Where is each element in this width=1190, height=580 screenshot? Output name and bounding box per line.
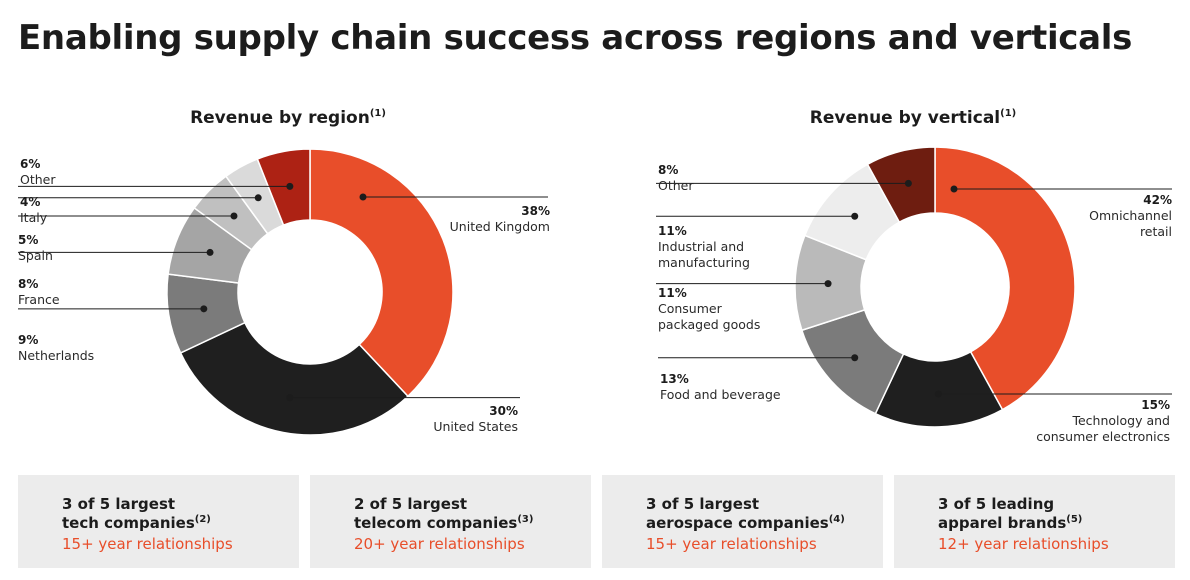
vertical-chart: Revenue by vertical(1) 42%Omnichannelret… [656,108,1172,444]
leader-dot [934,390,942,398]
slice-value-label: 42% [1143,193,1172,207]
leader-dot [206,248,214,256]
region-labels: 38%United Kingdom 30%United States 9%Nethe… [18,157,550,434]
slice-other [866,146,936,224]
card-line2: aerospace companies [646,514,829,532]
card-line1: 3 of 5 largest [646,495,760,513]
region-chart-title-text: Revenue by region [190,108,370,128]
client-card-aerospace: 3 of 5 largest aerospace companies(4) 15… [602,475,883,568]
slice-category-label: consumer electronics [1036,429,1170,444]
card-line2: tech companies [62,514,195,532]
vertical-slices [794,146,1076,428]
slice-value-label: 11% [658,286,687,300]
slice-category-label: United Kingdom [450,219,550,234]
card-relationship: 20+ year relationships [354,535,525,553]
slice-value-label: 13% [660,372,689,386]
client-card-tech: 3 of 5 largest tech companies(2) 15+ yea… [18,475,299,568]
client-card-heading: 2 of 5 largest telecom companies(3) [354,495,533,533]
region-chart-title-note: (1) [370,108,386,119]
slice-value-label: 15% [1141,398,1170,412]
leader-dot [359,193,367,201]
slice-category-label: Other [20,172,56,187]
slice-category-label: France [18,292,60,307]
card-note: (2) [194,514,211,525]
slice-category-label: Omnichannel [1089,208,1172,223]
slice-value-label: 38% [521,204,550,218]
leader-dot [286,394,294,402]
slice-value-label: 8% [18,277,38,291]
slice-category-label: manufacturing [658,255,750,270]
slice-category-label: Italy [20,210,48,225]
slice-value-label: 6% [20,157,40,171]
slice-category-label: Industrial and [658,239,744,254]
slice-category-label: Food and beverage [660,387,781,402]
leader-dot [851,354,859,362]
slice-category-label: United States [433,419,518,434]
slice-category-label: Consumer [658,301,723,316]
leader-dot [230,212,238,220]
vertical-chart-title-text: Revenue by vertical [810,108,1000,128]
slice-other [256,148,311,227]
slice-value-label: 30% [489,404,518,418]
vertical-chart-title: Revenue by vertical(1) [810,108,1017,128]
slice-category-label: Spain [18,248,53,263]
card-line2: telecom companies [354,514,518,532]
card-note: (3) [517,514,534,525]
slice-category-label: Netherlands [18,348,94,363]
page-title: Enabling supply chain success across reg… [18,18,1133,58]
slice-value-label: 5% [18,233,38,247]
region-slices [166,148,454,436]
card-line2-wrap: telecom companies(3) [354,514,533,533]
card-relationship: 12+ year relationships [938,535,1109,553]
region-chart-title: Revenue by region(1) [190,108,386,128]
slice-omnichannel-retail [934,146,1076,411]
card-line1: 3 of 5 leading [938,495,1055,513]
slice-category-label: Technology and [1071,413,1170,428]
slice-value-label: 8% [658,163,678,177]
card-line1: 3 of 5 largest [62,495,176,513]
leader-dot [824,280,832,288]
slice-category-label: retail [1140,224,1172,239]
slice-value-label: 9% [18,333,38,347]
slice-value-label: 11% [658,224,687,238]
leader-dot [286,182,294,190]
leader-dot [200,305,208,313]
leader-dot [904,179,912,187]
leader-dot [851,212,859,220]
card-line2-wrap: apparel brands(5) [938,514,1082,533]
card-relationship: 15+ year relationships [646,535,817,553]
card-note: (4) [828,514,845,525]
region-chart: Revenue by region(1) 38%United Kingdom 30… [18,108,550,436]
client-card-heading: 3 of 5 largest tech companies(2) [62,495,211,533]
leader-dot [254,194,262,202]
slice-united-kingdom [309,148,454,398]
slice-united-states [179,321,409,436]
card-relationship: 15+ year relationships [62,535,233,553]
client-card-apparel: 3 of 5 leading apparel brands(5) 12+ yea… [894,475,1175,568]
card-line1: 2 of 5 largest [354,495,468,513]
card-line2: apparel brands [938,514,1067,532]
client-card-heading: 3 of 5 largest aerospace companies(4) [646,495,845,533]
slice-category-label: Other [658,178,694,193]
card-note: (5) [1066,514,1083,525]
card-line2-wrap: tech companies(2) [62,514,211,533]
vertical-chart-title-note: (1) [1000,108,1016,119]
client-card-heading: 3 of 5 leading apparel brands(5) [938,495,1082,533]
slice-category-label: packaged goods [658,317,760,332]
card-line2-wrap: aerospace companies(4) [646,514,845,533]
charts-canvas: Revenue by region(1) 38%United Kingdom30… [18,108,1172,444]
slice-value-label: 4% [20,195,40,209]
client-card-telecom: 2 of 5 largest telecom companies(3) 20+ … [310,475,591,568]
leader-dot [950,185,958,193]
